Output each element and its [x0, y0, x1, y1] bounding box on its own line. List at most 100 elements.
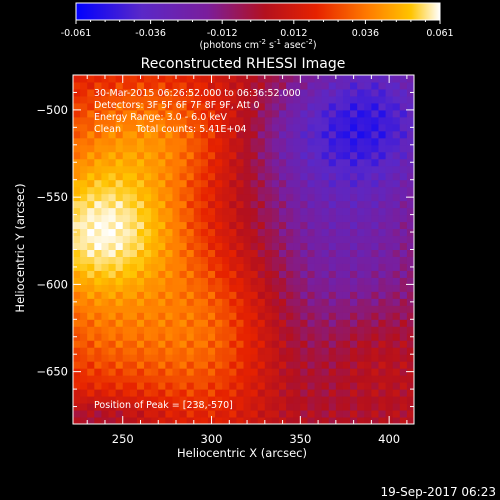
- heatmap-cell: [215, 144, 223, 153]
- heatmap-cell: [165, 410, 173, 418]
- heatmap-cell: [172, 270, 181, 278]
- heatmap-cell: [307, 186, 316, 195]
- heatmap-cell: [215, 75, 223, 83]
- heatmap-cell: [94, 88, 102, 97]
- heatmap-cell: [406, 151, 414, 160]
- heatmap-cell: [307, 361, 316, 369]
- heatmap-cell: [250, 319, 259, 327]
- heatmap-cell: [399, 298, 408, 306]
- heatmap-cell: [101, 298, 110, 306]
- heatmap-cell: [307, 81, 316, 90]
- heatmap-cell: [94, 221, 102, 230]
- heatmap-cell: [257, 130, 266, 139]
- heatmap-cell: [115, 172, 124, 181]
- heatmap-cell: [371, 326, 379, 334]
- heatmap-cell: [378, 221, 387, 230]
- heatmap-cell: [371, 298, 379, 306]
- heatmap-cell: [165, 403, 173, 411]
- heatmap-cell: [342, 389, 351, 397]
- heatmap-cell: [207, 165, 216, 174]
- heatmap-cell: [108, 207, 117, 216]
- heatmap-cell: [385, 81, 394, 90]
- heatmap-cell: [144, 333, 152, 341]
- heatmap-cell: [172, 200, 181, 209]
- heatmap-cell: [193, 214, 202, 223]
- heatmap-cell: [264, 333, 273, 341]
- heatmap-cell: [378, 270, 387, 278]
- heatmap-cell: [357, 389, 365, 397]
- heatmap-cell: [73, 242, 81, 250]
- heatmap-cell: [101, 319, 110, 327]
- heatmap-cell: [321, 88, 330, 97]
- heatmap-cell: [207, 242, 216, 250]
- heatmap-cell: [279, 368, 287, 376]
- heatmap-cell: [357, 214, 365, 223]
- heatmap-cell: [172, 312, 181, 320]
- heatmap-cell: [392, 109, 401, 118]
- heatmap-cell: [151, 172, 159, 181]
- heatmap-cell: [179, 151, 188, 160]
- heatmap-cell: [207, 298, 216, 306]
- heatmap-cell: [342, 368, 351, 376]
- heatmap-cell: [357, 277, 365, 285]
- heatmap-cell: [136, 284, 145, 292]
- heatmap-cell: [129, 130, 138, 139]
- heatmap-cell: [350, 137, 358, 146]
- heatmap-cell: [179, 116, 188, 125]
- heatmap-cell: [250, 130, 259, 139]
- heatmap-cell: [87, 263, 95, 271]
- heatmap-cell: [87, 277, 95, 285]
- heatmap-cell: [321, 130, 330, 139]
- heatmap-cell: [321, 263, 330, 271]
- heatmap-cell: [392, 179, 401, 188]
- heatmap-cell: [378, 130, 387, 139]
- heatmap-cell: [236, 130, 244, 139]
- heatmap-cell: [80, 382, 88, 390]
- heatmap-cell: [392, 249, 401, 257]
- heatmap-cell: [314, 242, 323, 250]
- heatmap-cell: [371, 382, 379, 390]
- heatmap-cell: [108, 340, 117, 348]
- heatmap-cell: [364, 144, 372, 153]
- heatmap-cell: [108, 326, 117, 334]
- heatmap-cell: [250, 417, 259, 424]
- heatmap-cell: [193, 207, 202, 216]
- heatmap-cell: [271, 375, 280, 383]
- heatmap-cell: [172, 88, 181, 97]
- heatmap-cell: [378, 214, 387, 223]
- heatmap-cell: [200, 130, 209, 139]
- heatmap-cell: [314, 312, 323, 320]
- heatmap-cell: [101, 193, 110, 202]
- heatmap-cell: [264, 81, 273, 90]
- heatmap-cell: [193, 417, 202, 424]
- heatmap-cell: [179, 326, 188, 334]
- heatmap-cell: [144, 193, 152, 202]
- heatmap-cell: [193, 326, 202, 334]
- heatmap-cell: [342, 319, 351, 327]
- heatmap-cell: [378, 382, 387, 390]
- heatmap-cell: [200, 340, 209, 348]
- heatmap-cell: [87, 221, 95, 230]
- heatmap-cell: [321, 354, 330, 362]
- heatmap-cell: [222, 75, 230, 83]
- heatmap-cell: [385, 221, 394, 230]
- heatmap-cell: [80, 340, 88, 348]
- heatmap-cell: [342, 179, 351, 188]
- heatmap-cell: [307, 284, 316, 292]
- heatmap-cell: [165, 151, 173, 160]
- heatmap-cell: [80, 284, 88, 292]
- heatmap-cell: [250, 165, 259, 174]
- heatmap-cell: [357, 242, 365, 250]
- heatmap-cell: [342, 263, 351, 271]
- heatmap-cell: [151, 193, 159, 202]
- heatmap-cell: [250, 102, 259, 111]
- heatmap-cell: [193, 172, 202, 181]
- heatmap-cell: [207, 291, 216, 299]
- heatmap-cell: [80, 186, 88, 195]
- heatmap-cell: [229, 165, 237, 174]
- heatmap-cell: [279, 396, 287, 404]
- heatmap-cell: [399, 242, 408, 250]
- heatmap-cell: [200, 305, 209, 313]
- heatmap-cell: [122, 81, 131, 90]
- heatmap-cell: [179, 347, 188, 355]
